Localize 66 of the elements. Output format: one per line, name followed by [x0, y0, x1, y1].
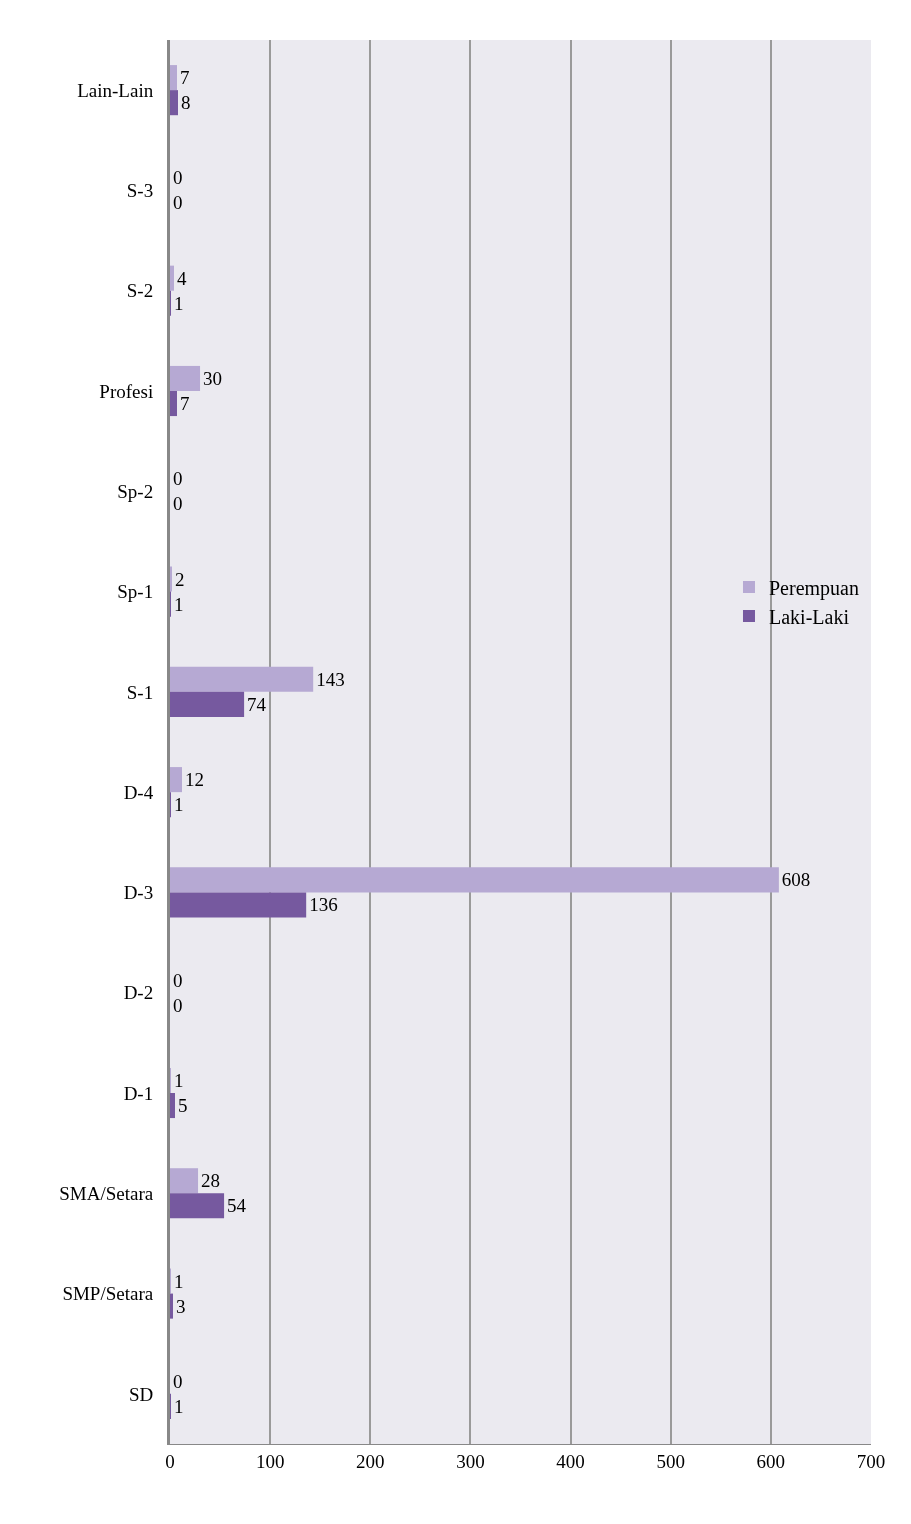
data-label: 0	[173, 994, 183, 1016]
y-tick-label: Sp-2	[117, 480, 154, 502]
x-tick-label: 100	[255, 1450, 285, 1472]
bar	[170, 90, 179, 116]
x-tick-label: 300	[456, 1450, 485, 1472]
x-tick-label: 0	[165, 1450, 175, 1472]
data-label: 0	[173, 192, 183, 214]
y-tick-label: D-3	[123, 882, 154, 904]
data-label: 1	[174, 593, 184, 615]
data-label: 143	[316, 668, 345, 690]
bar	[170, 391, 178, 417]
y-tick-label: SMP/Setara	[62, 1283, 154, 1305]
data-label: 0	[173, 493, 183, 515]
data-label: 8	[181, 92, 191, 114]
bar	[170, 892, 307, 918]
bar	[170, 1168, 199, 1194]
data-label: 7	[180, 393, 190, 415]
data-label: 54	[227, 1195, 247, 1217]
bar	[170, 666, 314, 692]
data-label: 0	[173, 167, 183, 189]
x-tick-label: 200	[356, 1450, 385, 1472]
data-label: 0	[173, 1370, 183, 1392]
data-label: 608	[781, 869, 811, 891]
y-tick-label: D-4	[123, 781, 154, 803]
data-label: 1	[174, 794, 184, 816]
data-label: 3	[176, 1295, 186, 1317]
bar	[170, 867, 779, 893]
bar	[170, 1093, 176, 1119]
bar	[170, 365, 201, 391]
y-tick-label: Sp-1	[117, 581, 154, 603]
legend-label: Perempuan	[768, 576, 859, 600]
data-label: 136	[309, 894, 338, 916]
data-label: 0	[173, 468, 183, 490]
data-label: 1	[174, 292, 184, 314]
data-label: 7	[180, 67, 190, 89]
bar	[170, 265, 175, 291]
data-label: 74	[247, 693, 267, 715]
y-tick-label: S-1	[126, 681, 154, 703]
data-label: 12	[185, 769, 205, 791]
y-tick-label: Profesi	[99, 380, 154, 402]
x-tick-label: 500	[656, 1450, 685, 1472]
y-tick-label: Lain-Lain	[77, 79, 154, 101]
bar	[170, 767, 183, 793]
y-tick-label: S-3	[126, 180, 154, 202]
y-tick-label: S-2	[126, 280, 154, 302]
data-label: 1	[174, 1395, 184, 1417]
legend-label: Laki-Laki	[768, 605, 850, 628]
y-tick-label: D-1	[123, 1082, 154, 1104]
data-label: 2	[175, 568, 185, 590]
data-label: 4	[177, 267, 188, 289]
bar	[170, 691, 245, 717]
x-tick-label: 400	[556, 1450, 585, 1472]
data-label: 1	[174, 1069, 184, 1091]
y-tick-label: SD	[128, 1383, 154, 1405]
data-label: 5	[178, 1095, 188, 1117]
data-label: 0	[173, 969, 183, 991]
x-tick-label: 600	[756, 1450, 786, 1472]
data-label: 1	[174, 1270, 184, 1292]
y-tick-label: D-2	[123, 982, 154, 1004]
data-label: 28	[201, 1170, 221, 1192]
y-tick-label: SMA/Setara	[59, 1182, 154, 1204]
x-tick-label: 700	[856, 1450, 886, 1472]
data-label: 30	[203, 367, 223, 389]
bar	[170, 1293, 173, 1319]
bar	[170, 1193, 225, 1219]
bar	[170, 65, 178, 91]
